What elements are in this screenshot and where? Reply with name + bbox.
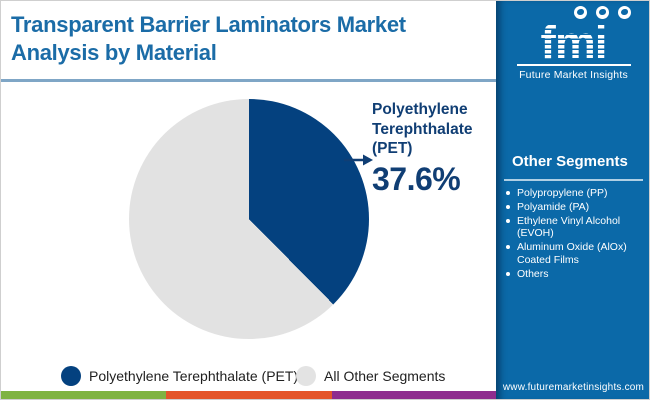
legend-label-pet: Polyethylene Terephthalate (PET) xyxy=(89,368,299,384)
list-item: Aluminum Oxide (AlOx) Coated Films xyxy=(506,241,644,267)
logo-rule xyxy=(516,64,631,66)
list-item-label: Others xyxy=(517,267,549,280)
fmi-logo: fmi Future Market Insights xyxy=(496,6,649,81)
bullet-icon xyxy=(506,191,510,195)
callout-arrow-icon xyxy=(344,154,373,166)
bullet-icon xyxy=(506,245,510,250)
bullet-icon xyxy=(506,271,510,276)
list-item: Ethylene Vinyl Alcohol (EVOH) xyxy=(506,215,644,241)
callout-label-line: Terephthalate xyxy=(372,120,473,138)
legend-item-pet: Polyethylene Terephthalate (PET) xyxy=(61,365,298,387)
other-segments-underline xyxy=(504,179,643,181)
list-item: Others xyxy=(506,268,644,281)
stripe-green xyxy=(1,391,167,399)
legend-swatch-others xyxy=(296,366,316,386)
bullet-icon xyxy=(506,204,510,209)
pie-chart xyxy=(129,99,369,339)
list-item-label: Aluminum Oxide (AlOx) Coated Films xyxy=(517,241,627,266)
legend-swatch-pet xyxy=(61,366,81,386)
list-item-label: Polyamide (PA) xyxy=(517,200,590,213)
globe-icon xyxy=(574,6,587,19)
header-underline xyxy=(1,79,496,82)
legend-item-others: All Other Segments xyxy=(296,365,445,387)
globe-icon xyxy=(596,6,609,19)
stripe-orange xyxy=(166,391,332,399)
list-item-label: Ethylene Vinyl Alcohol (EVOH) xyxy=(517,214,621,240)
legend-label-others: All Other Segments xyxy=(324,368,446,384)
logo-caption: Future Market Insights xyxy=(519,69,628,81)
globe-icons xyxy=(496,6,649,20)
stripe-purple xyxy=(331,391,497,399)
page-title: Transparent Barrier Laminators Market An… xyxy=(11,12,406,65)
fmi-logo-text: fmi xyxy=(540,16,608,68)
callout-value: 37.6% xyxy=(372,160,461,197)
list-item-label: Polypropylene (PP) xyxy=(517,187,608,199)
bullet-icon xyxy=(506,218,510,223)
list-item: Polypropylene (PP) xyxy=(506,187,644,200)
list-item: Polyamide (PA) xyxy=(506,201,644,214)
footer-color-stripe xyxy=(1,391,497,399)
pie-slice-callout: Polyethylene Terephthalate (PET) 37.6% xyxy=(372,100,490,198)
other-segments-heading: Other Segments xyxy=(512,153,628,170)
other-segments-list: Polypropylene (PP) Polyamide (PA) Ethyle… xyxy=(506,187,644,282)
website-url-link[interactable]: www.futuremarketinsights.com xyxy=(502,382,645,393)
callout-label-line: Polyethylene xyxy=(372,101,468,118)
globe-icon xyxy=(618,6,631,19)
sidebar: fmi Future Market Insights Other Segment… xyxy=(496,1,649,399)
callout-label-line: (PET) xyxy=(372,140,413,157)
